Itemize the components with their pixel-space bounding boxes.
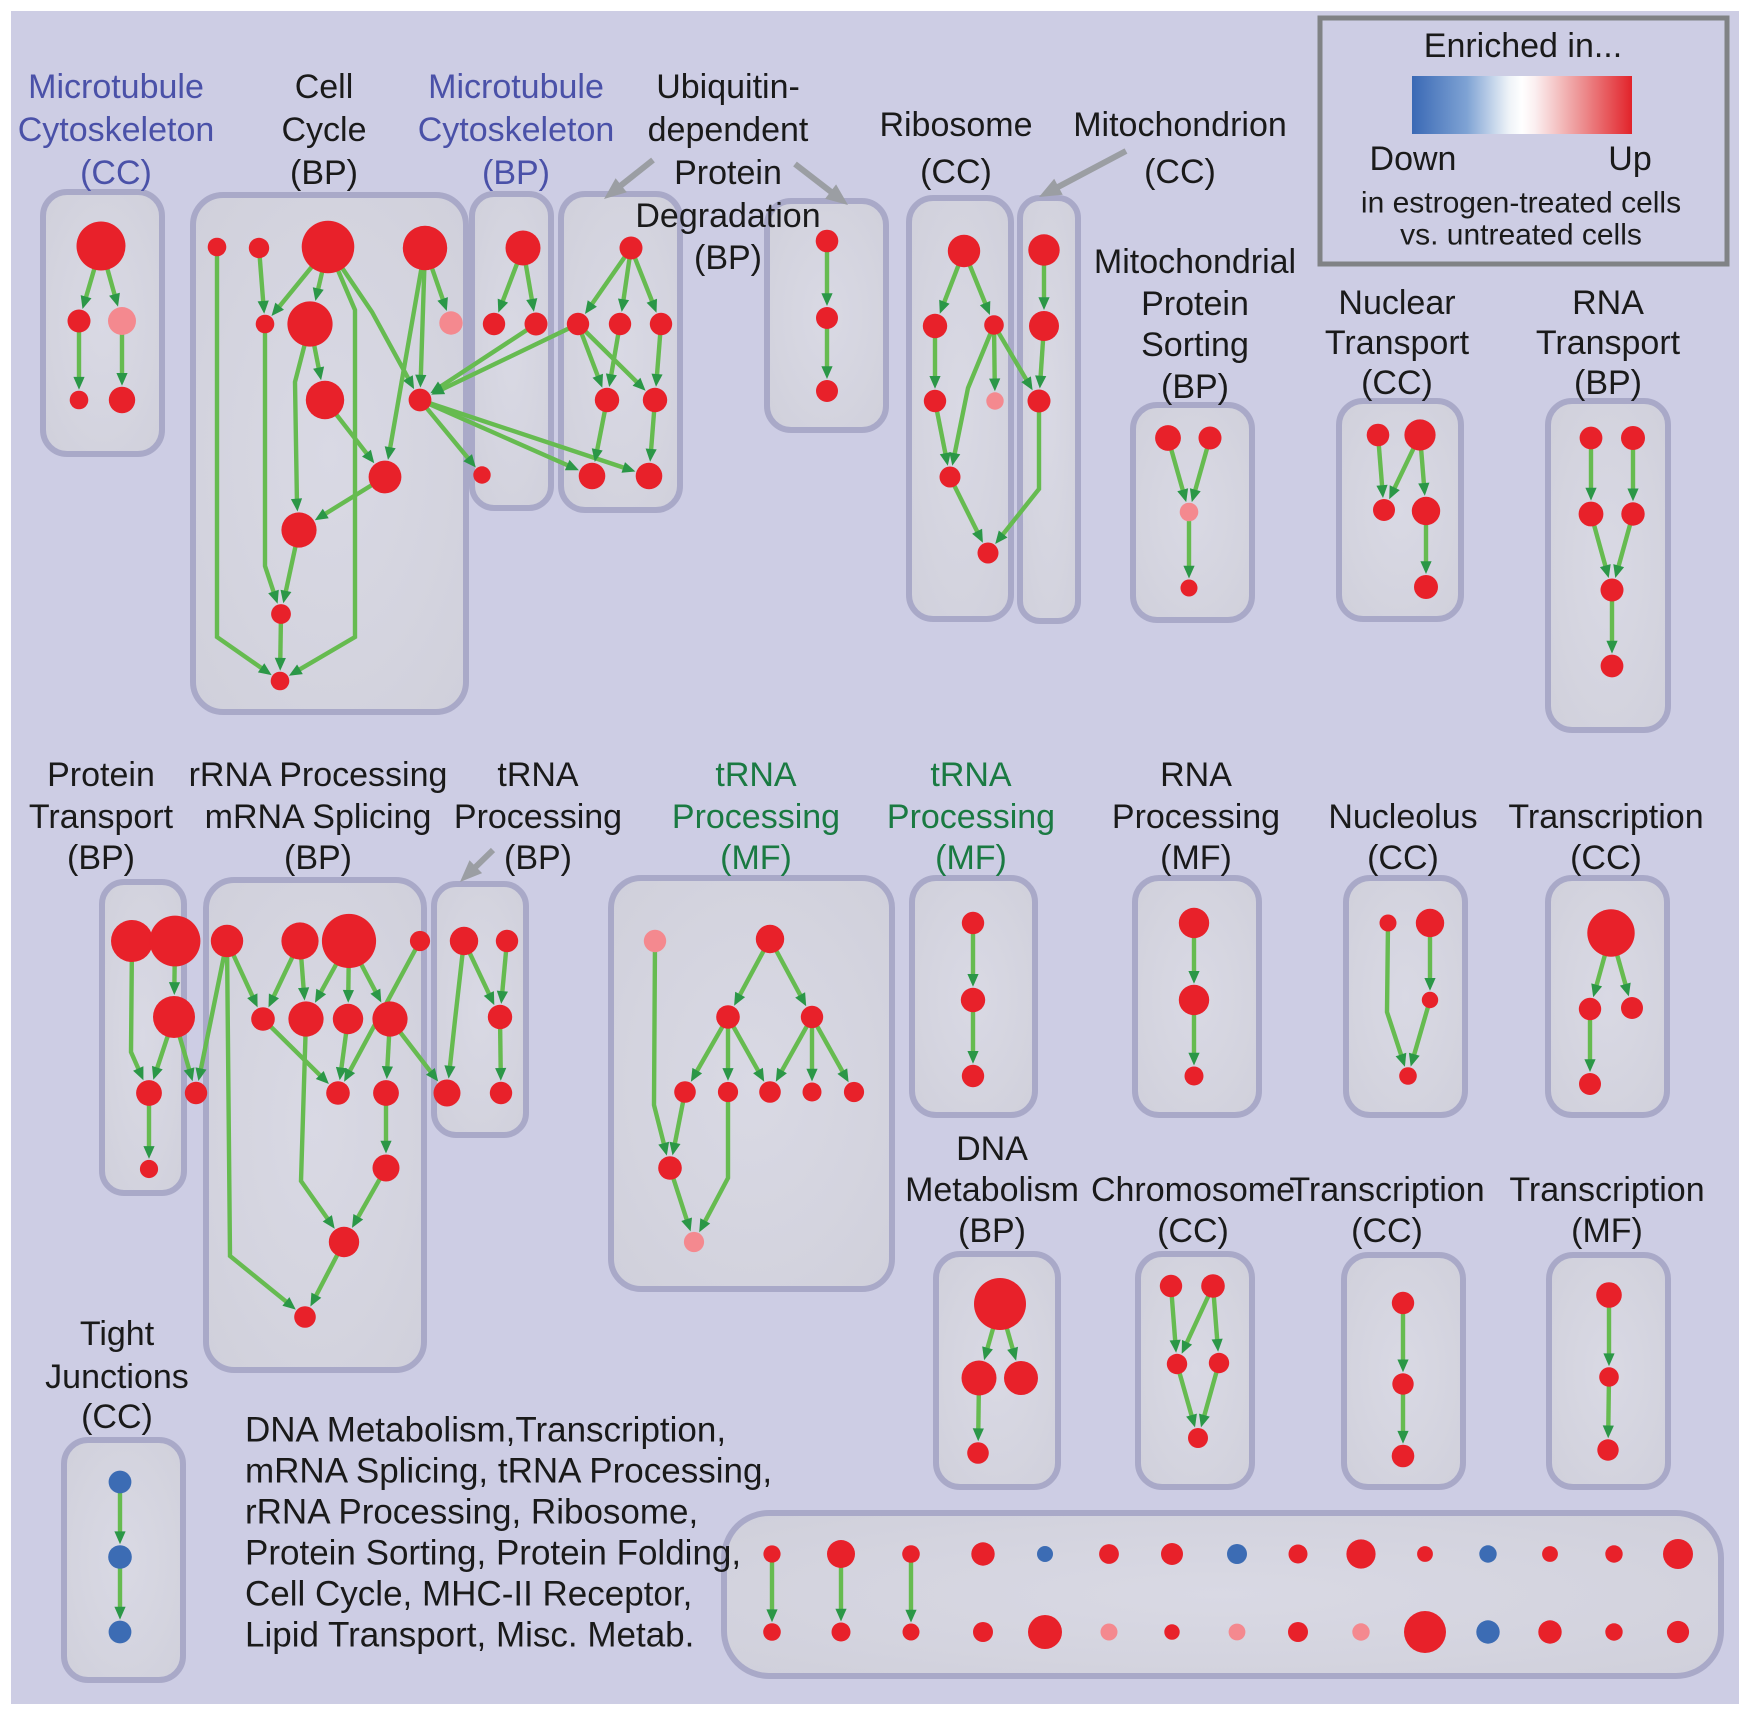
svg-text:Mitochondrion: Mitochondrion (1073, 106, 1287, 144)
svg-text:Transcription: Transcription (1289, 1171, 1484, 1209)
svg-text:(CC): (CC) (81, 1398, 153, 1436)
svg-text:(CC): (CC) (1367, 839, 1439, 877)
svg-text:Chromosome: Chromosome (1091, 1171, 1295, 1209)
svg-text:Cycle: Cycle (281, 111, 366, 149)
svg-text:Lipid Transport, Misc. Metab.: Lipid Transport, Misc. Metab. (245, 1616, 694, 1655)
svg-text:Cell Cycle, MHC-II Receptor,: Cell Cycle, MHC-II Receptor, (245, 1575, 692, 1614)
svg-text:Cell: Cell (295, 68, 354, 106)
svg-text:(BP): (BP) (67, 839, 135, 877)
svg-text:(CC): (CC) (1351, 1212, 1423, 1250)
svg-text:Up: Up (1608, 140, 1651, 178)
svg-text:Degradation: Degradation (635, 197, 820, 235)
svg-text:Junctions: Junctions (45, 1358, 189, 1396)
svg-text:Processing: Processing (454, 798, 622, 836)
svg-text:Ribosome: Ribosome (879, 106, 1032, 144)
svg-text:Nucleolus: Nucleolus (1328, 798, 1477, 836)
svg-text:(BP): (BP) (694, 239, 762, 277)
svg-text:Nuclear: Nuclear (1338, 284, 1455, 322)
svg-text:Protein: Protein (674, 154, 782, 192)
svg-text:in estrogen-treated cells: in estrogen-treated cells (1361, 187, 1681, 220)
svg-text:Metabolism: Metabolism (905, 1171, 1079, 1209)
svg-text:mRNA Splicing: mRNA Splicing (205, 798, 432, 836)
svg-text:Sorting: Sorting (1141, 326, 1249, 364)
svg-text:Processing: Processing (1112, 798, 1280, 836)
svg-text:(CC): (CC) (920, 153, 992, 191)
svg-text:Transport: Transport (29, 798, 174, 836)
svg-text:Ubiquitin-: Ubiquitin- (656, 68, 800, 106)
svg-text:Transport: Transport (1325, 324, 1470, 362)
svg-text:Transport: Transport (1536, 324, 1681, 362)
svg-text:(BP): (BP) (290, 154, 358, 192)
svg-text:Tight: Tight (80, 1315, 155, 1353)
svg-text:RNA: RNA (1572, 284, 1644, 322)
svg-text:Protein: Protein (1141, 285, 1249, 323)
svg-text:(BP): (BP) (958, 1212, 1026, 1250)
svg-text:(CC): (CC) (1361, 364, 1433, 402)
svg-text:tRNA: tRNA (930, 756, 1012, 794)
svg-text:Processing: Processing (672, 798, 840, 836)
svg-text:(MF): (MF) (720, 839, 792, 877)
svg-text:Enriched in...: Enriched in... (1424, 27, 1622, 65)
svg-text:Transcription: Transcription (1508, 798, 1703, 836)
svg-text:dependent: dependent (648, 111, 809, 149)
svg-text:(BP): (BP) (1161, 368, 1229, 406)
svg-text:(BP): (BP) (482, 154, 550, 192)
svg-text:tRNA: tRNA (715, 756, 797, 794)
svg-text:DNA: DNA (956, 1130, 1028, 1168)
svg-text:Transcription: Transcription (1509, 1171, 1704, 1209)
svg-text:Cytoskeleton: Cytoskeleton (418, 111, 615, 149)
svg-text:RNA: RNA (1160, 756, 1232, 794)
svg-text:Cytoskeleton: Cytoskeleton (18, 111, 215, 149)
svg-text:Mitochondrial: Mitochondrial (1094, 243, 1296, 281)
svg-text:(MF): (MF) (1571, 1212, 1643, 1250)
svg-text:tRNA: tRNA (497, 756, 579, 794)
svg-text:(MF): (MF) (935, 839, 1007, 877)
svg-text:vs. untreated cells: vs. untreated cells (1400, 219, 1642, 252)
svg-text:rRNA Processing: rRNA Processing (189, 756, 448, 794)
svg-text:Protein Sorting, Protein Foldi: Protein Sorting, Protein Folding, (245, 1534, 741, 1573)
svg-text:DNA Metabolism,Transcription,: DNA Metabolism,Transcription, (245, 1411, 726, 1450)
svg-text:Microtubule: Microtubule (28, 68, 204, 106)
svg-text:(CC): (CC) (1157, 1212, 1229, 1250)
svg-text:Microtubule: Microtubule (428, 68, 604, 106)
svg-text:(CC): (CC) (1144, 153, 1216, 191)
svg-text:(BP): (BP) (284, 839, 352, 877)
svg-text:(BP): (BP) (1574, 364, 1642, 402)
svg-text:Protein: Protein (47, 756, 155, 794)
svg-text:(BP): (BP) (504, 839, 572, 877)
svg-text:Down: Down (1370, 140, 1457, 178)
svg-text:(MF): (MF) (1160, 839, 1232, 877)
svg-text:(CC): (CC) (80, 154, 152, 192)
svg-text:Processing: Processing (887, 798, 1055, 836)
svg-text:rRNA Processing, Ribosome,: rRNA Processing, Ribosome, (245, 1493, 698, 1532)
svg-text:mRNA Splicing, tRNA Processing: mRNA Splicing, tRNA Processing, (245, 1452, 772, 1491)
svg-text:(CC): (CC) (1570, 839, 1642, 877)
